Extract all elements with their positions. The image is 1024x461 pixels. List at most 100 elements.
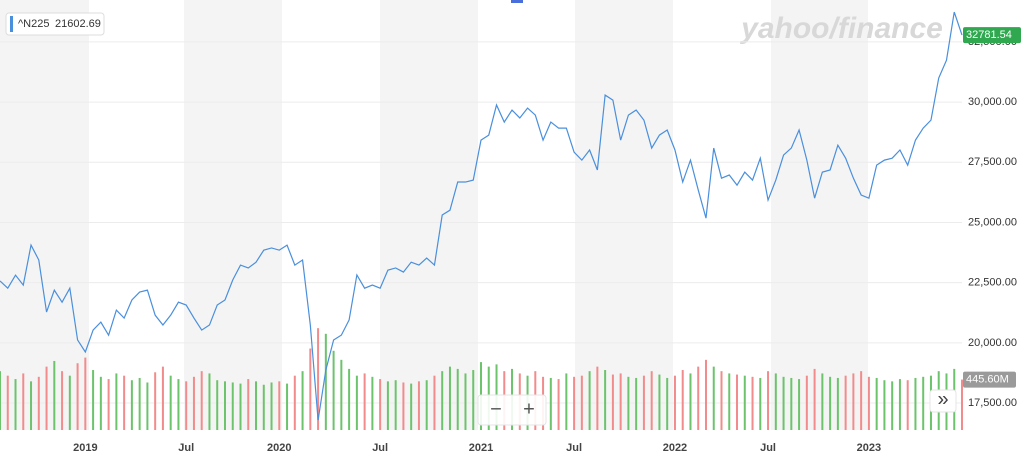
volume-bar [371,376,374,430]
volume-bar [720,371,723,430]
volume-bar [580,375,583,430]
volume-bar [441,371,444,430]
x-tick-label: 2022 [663,442,687,454]
stripe [771,0,868,430]
volume-bar [185,381,188,430]
volume-bar [712,366,715,430]
volume-bar [673,375,676,430]
legend-name: ^N225 [18,18,49,30]
volume-bar [154,372,157,430]
volume-bar [402,382,405,430]
volume-bar [22,373,25,430]
volume-bar [728,373,731,430]
volume-bar [138,377,141,430]
volume-bar [340,359,343,430]
volume-bar [704,359,707,430]
stripes [0,0,868,430]
volume-bar [324,333,327,430]
volume-bar [852,373,855,430]
y-tick-label: 22,500.00 [968,277,1017,289]
volume-bar [611,374,614,430]
volume-bar [123,375,126,430]
volume-bar [782,376,785,430]
x-tick-label: Jul [566,442,582,454]
volume-bar [37,376,40,430]
volume-bar [743,375,746,430]
volume-bar [759,377,762,430]
x-tick-label: 2020 [267,442,291,454]
zoom-in[interactable]: + [523,398,535,420]
stripe [184,0,282,430]
volume-bar [14,379,17,430]
stripe [0,0,89,430]
volume-bar [875,377,878,430]
volume-bar [836,377,839,430]
volume-bar [860,371,863,430]
legend-swatch [10,16,13,32]
x-tick-label: 2023 [857,442,881,454]
volume-bar [200,371,203,430]
watermark: yahoo/finance [739,12,943,45]
volume-bar [348,368,351,430]
volume-bar [619,373,622,430]
y-tick-label: 25,000.00 [968,216,1017,228]
volume-bar [798,379,801,430]
volume-bar [433,375,436,430]
grid [0,41,962,404]
volume-bar [697,366,700,430]
volume-label: 445.60M [966,373,1009,385]
zoom-controls [477,394,547,426]
volume-bar [898,379,901,430]
volume-bar [6,375,9,430]
volume-bar [821,373,824,430]
volume-bar [829,376,832,430]
legend-box [5,12,105,36]
volume-bar [813,368,816,430]
x-tick-label: 2021 [469,442,493,454]
volume [0,328,963,430]
x-tick-label: Jul [760,442,776,454]
zoom-out[interactable]: − [490,398,502,420]
y-tick-label: 27,500.00 [968,156,1017,168]
volume-bar [883,380,886,430]
volume-bar [922,376,925,430]
volume-bar [867,376,870,430]
volume-bar [689,373,692,430]
volume-bar [239,383,242,430]
next-button[interactable] [929,389,957,413]
volume-bar [604,370,607,430]
volume-bar [270,382,273,430]
volume-bar [84,357,87,430]
volume-bar [130,380,133,430]
volume-bar [286,383,289,430]
next-icon[interactable]: » [937,388,948,410]
volume-label-box [963,371,1016,388]
top-marker [511,0,523,3]
volume-bar [107,379,110,430]
volume-bar [355,375,358,430]
volume-bar [472,370,475,430]
volume-bar [68,375,71,430]
volume-bar [231,382,234,430]
volume-bar [573,376,576,430]
volume-bar [45,366,48,430]
volume-bar [417,381,420,430]
volume-bar [914,377,917,430]
volume-bar [255,381,258,430]
volume-bar [596,366,599,430]
volume-bar [464,373,467,430]
volume-bar [425,380,428,430]
volume-bar [891,381,894,430]
volume-bar [223,381,226,430]
volume-bar [278,381,281,430]
volume-bar [332,350,335,430]
volume-bar [169,375,172,430]
volume-bar [317,328,320,430]
volume-bar [588,371,591,430]
volume-bar [262,384,265,430]
volume-bar [76,363,79,430]
volume-bar [790,377,793,430]
stripe [575,0,673,430]
